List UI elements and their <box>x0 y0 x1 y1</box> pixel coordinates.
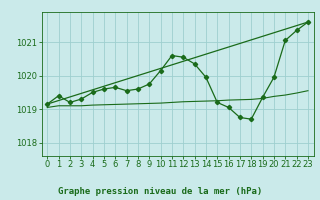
Text: Graphe pression niveau de la mer (hPa): Graphe pression niveau de la mer (hPa) <box>58 187 262 196</box>
